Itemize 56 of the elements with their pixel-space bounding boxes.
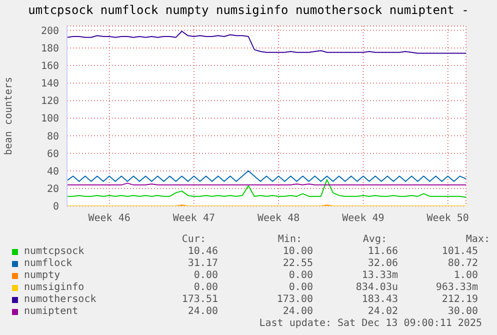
y-tick-label: 40	[46, 166, 59, 178]
legend-label: numflock	[24, 258, 72, 270]
legend-label: numpty	[24, 270, 60, 282]
text: 173.51	[180, 294, 219, 306]
chart-title: umtcpsock numflock numpty numsiginfo numothersock numiptent -	[27, 3, 470, 17]
text: 212.19	[440, 294, 479, 306]
y-tick-label: 120	[40, 96, 59, 108]
y-tick-label: 180	[40, 44, 59, 54]
y-tick-label: 0	[52, 202, 59, 213]
text: 31.17	[186, 258, 219, 270]
text: Last update: Sat Dec 13 09:00:11 2025	[258, 318, 482, 330]
text: 24.02	[366, 306, 399, 318]
text: 0.00	[288, 270, 314, 282]
text: Avg:	[362, 234, 388, 246]
x-tick-label: Week 48	[258, 213, 300, 224]
legend-label: numiptent	[24, 306, 78, 318]
y-tick-label: 100	[40, 114, 59, 125]
y-tick-label: 200	[40, 26, 59, 37]
text: 30.00	[446, 306, 479, 318]
text: 10.46	[186, 246, 219, 258]
legend-label: numsiginfo	[24, 282, 84, 294]
text: 834.03u	[354, 282, 399, 294]
text: 173.00	[276, 294, 314, 306]
line-series	[66, 30, 466, 54]
x-tick-label: Week 49	[342, 213, 384, 224]
line-series	[66, 170, 466, 182]
y-tick-label: 160	[40, 61, 59, 72]
text: 10.00	[282, 246, 314, 258]
text: 11.66	[366, 246, 399, 258]
text: 24.00	[282, 306, 314, 318]
text: 32.06	[366, 258, 399, 270]
y-tick-label: 80	[46, 131, 59, 142]
y-tick-label: 60	[46, 148, 59, 160]
x-tick-label: Week 47	[172, 213, 216, 224]
text: Min:	[276, 234, 303, 246]
text: 101.45	[440, 246, 479, 258]
text: 1.00	[452, 270, 479, 282]
text: 22.55	[282, 258, 314, 270]
text: 24.00	[186, 306, 219, 318]
legend-label: numothersock	[24, 294, 96, 306]
text: Max:	[464, 234, 491, 246]
text: 13.33m	[360, 270, 399, 282]
x-tick-label: Week 50	[426, 213, 469, 224]
text: 183.43	[360, 294, 399, 306]
y-tick-label: 140	[40, 78, 59, 90]
text: 0.00	[288, 282, 314, 294]
text: 0.00	[192, 282, 219, 294]
text: Cur:	[180, 234, 207, 246]
y-axis-title: bean counters	[4, 76, 15, 156]
x-tick-label: Week 46	[88, 213, 130, 224]
line-series	[66, 179, 466, 198]
text: 80.72	[446, 258, 479, 270]
legend-label: numtcpsock	[24, 246, 84, 258]
y-tick-label: 20	[46, 184, 59, 195]
text: 963.33m	[434, 282, 479, 294]
text: 0.00	[192, 270, 219, 282]
